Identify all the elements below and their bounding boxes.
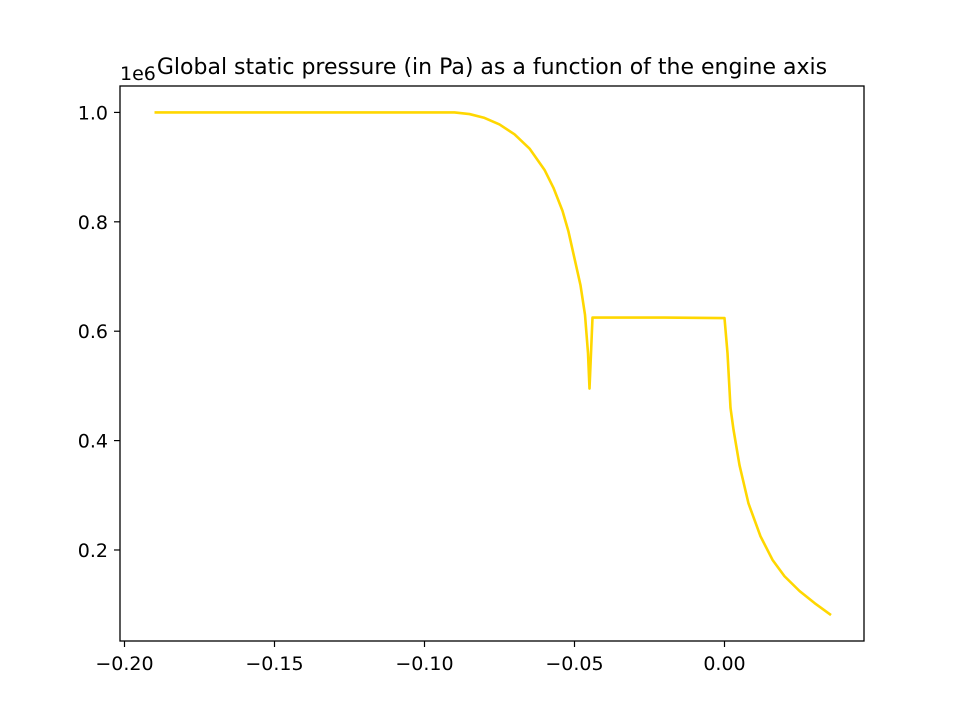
y-tick-label: 0.6 <box>78 321 108 343</box>
y-tick-label: 0.8 <box>78 212 108 234</box>
x-axis: −0.20 −0.15 −0.10 −0.05 0.00 <box>95 641 746 675</box>
y-tick-label: 1.0 <box>78 102 108 124</box>
chart-title: Global static pressure (in Pa) as a func… <box>157 55 827 80</box>
x-tick-label: −0.15 <box>245 653 303 675</box>
x-tick-label: −0.05 <box>545 653 603 675</box>
axes-frame <box>119 85 865 642</box>
y-tick-label: 0.2 <box>78 540 108 562</box>
series-line-0 <box>154 111 832 617</box>
x-tick-label: 0.00 <box>703 653 745 675</box>
y-tick-label: 0.4 <box>78 431 108 453</box>
y-offset-label: 1e6 <box>120 63 156 85</box>
y-axis: 0.2 0.4 0.6 0.8 1.0 <box>78 102 120 562</box>
x-tick-label: −0.20 <box>95 653 153 675</box>
plot-area <box>154 111 832 617</box>
x-tick-label: −0.10 <box>395 653 453 675</box>
